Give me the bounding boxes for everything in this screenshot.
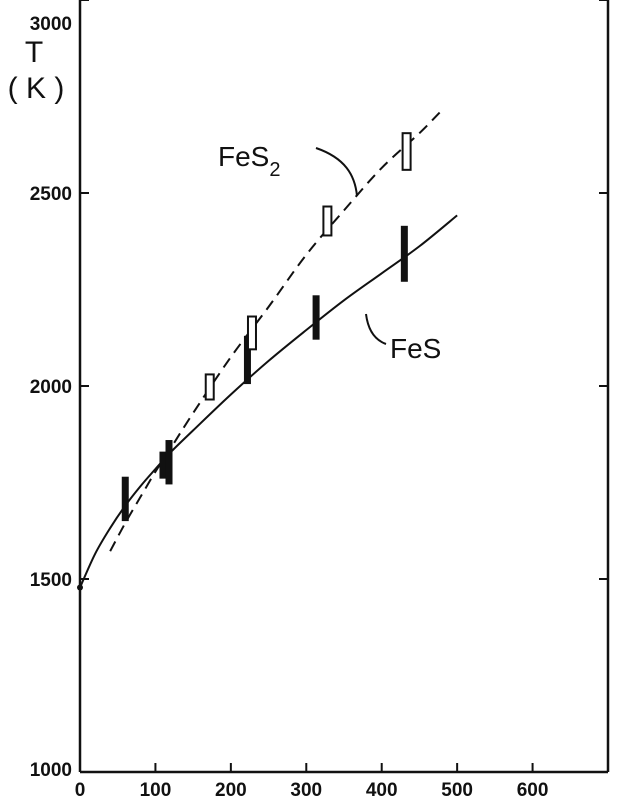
series-label-fes: FeS bbox=[390, 333, 441, 364]
data-point-fes bbox=[121, 476, 129, 522]
data-markers bbox=[121, 132, 412, 522]
x-tick-label: 100 bbox=[140, 780, 172, 801]
data-point-fes2 bbox=[204, 373, 215, 401]
series-label-fes2-main: FeS bbox=[218, 141, 269, 172]
data-point-fes2 bbox=[246, 315, 257, 351]
leader-line-fes bbox=[365, 313, 387, 345]
data-point-fes2 bbox=[322, 205, 333, 237]
y-tick-label: 1500 bbox=[30, 570, 72, 591]
annotations: T ( K ) FeS2 FeS bbox=[8, 36, 442, 364]
data-point-fes bbox=[159, 451, 167, 479]
data-point-fes bbox=[312, 295, 320, 340]
series-curve-fes2 bbox=[109, 109, 443, 552]
data-point-fes bbox=[243, 335, 251, 385]
data-point-fes bbox=[165, 440, 173, 485]
series-curve-fes bbox=[79, 214, 458, 588]
x-tick-label: 200 bbox=[215, 780, 247, 801]
x-tick-label: 300 bbox=[290, 780, 322, 801]
x-tick-label: 400 bbox=[366, 780, 398, 801]
y-tick-label: 3000 bbox=[30, 14, 72, 35]
series-label-fes2: FeS2 bbox=[218, 141, 280, 181]
tick-labels: 1000 1500 2000 2500 3000 0 100 200 300 400 500 600 bbox=[30, 14, 549, 801]
x-tick-label: 500 bbox=[441, 780, 473, 801]
x-tick-label: 600 bbox=[517, 780, 549, 801]
data-point-fes bbox=[400, 225, 408, 282]
y-axis-label: T bbox=[25, 36, 43, 69]
y-tick-label: 2000 bbox=[30, 377, 72, 398]
y-tick-label: 2500 bbox=[30, 184, 72, 205]
leader-line-fes2 bbox=[315, 147, 358, 197]
series-label-fes2-sub: 2 bbox=[269, 159, 280, 181]
x-tick-label: 0 bbox=[75, 780, 86, 801]
data-point-fes2 bbox=[401, 132, 412, 171]
y-tick-label: 1000 bbox=[30, 760, 72, 781]
tick-marks bbox=[79, 0, 608, 773]
series-curves bbox=[77, 109, 458, 591]
curve-origin-dot bbox=[77, 584, 83, 591]
y-axis-unit: ( K ) bbox=[8, 72, 65, 105]
